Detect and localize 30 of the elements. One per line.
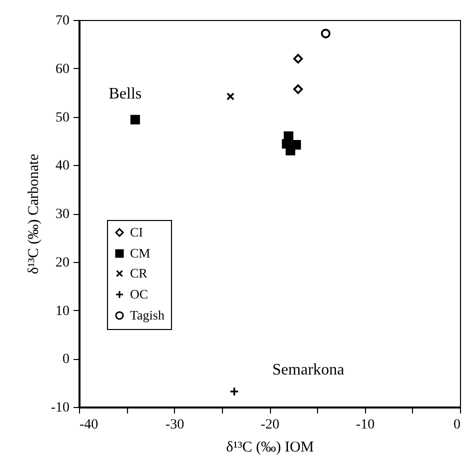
point <box>293 84 303 94</box>
x-tick-label: -20 <box>260 418 280 432</box>
point <box>286 146 296 156</box>
x-tick-label: -40 <box>80 418 98 432</box>
point <box>130 114 140 124</box>
y-tick-label: 50 <box>56 110 70 126</box>
annotation: Bells <box>108 86 142 103</box>
x-tick-label: -10 <box>356 418 375 432</box>
x-tick-label: 0 <box>454 418 460 432</box>
y-tick-label: 30 <box>56 207 70 222</box>
y-tick-label: 20 <box>56 255 70 270</box>
y-tick-label: 40 <box>56 158 70 174</box>
x-tick-label: -30 <box>165 418 184 432</box>
y-axis-title: δ¹³C (‰) Carbonate <box>26 154 42 274</box>
y-tick-label: 60 <box>56 62 70 77</box>
y-tick-label: 10 <box>56 304 70 319</box>
legend-label: CR <box>130 266 148 280</box>
y-tick-label: 0 <box>62 352 70 368</box>
legend-label: OC <box>130 286 148 302</box>
legend-label: Tagish <box>130 308 165 322</box>
x-axis-title: δ¹³C (‰) IOM <box>226 440 314 456</box>
legend-label: CM <box>130 246 151 260</box>
annotation: Semarkona <box>272 362 344 379</box>
point <box>229 386 240 396</box>
point <box>293 54 303 64</box>
point <box>320 28 330 38</box>
y-tick-label: 70 <box>56 14 70 28</box>
legend-label: CI <box>130 224 143 240</box>
y-tick-label: -10 <box>50 400 70 416</box>
point <box>226 92 234 100</box>
